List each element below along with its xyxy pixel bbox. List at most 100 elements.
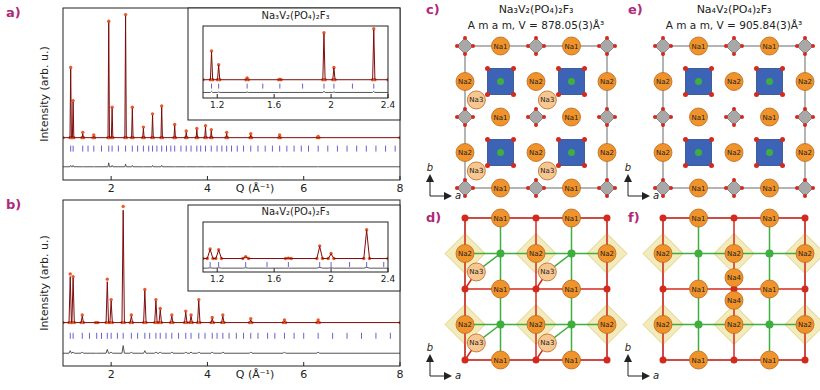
oxygen-atom — [556, 66, 561, 71]
bragg-tick — [229, 333, 230, 339]
oxygen-atom — [780, 137, 785, 142]
bragg-tick — [211, 84, 212, 89]
panel-label: d) — [426, 210, 441, 225]
sodium-atom — [456, 73, 474, 91]
oxygen-atom — [463, 194, 467, 198]
data — [203, 228, 388, 268]
oxygen-atom — [732, 107, 736, 111]
axis-arrow — [628, 176, 629, 196]
bragg-tick — [205, 146, 206, 152]
oxygen-atom — [534, 194, 538, 198]
bragg-tick — [174, 146, 175, 152]
profile-line — [203, 91, 388, 92]
oxygen-atom — [669, 115, 673, 119]
x-tick — [111, 362, 112, 366]
panel-label: c) — [426, 2, 440, 17]
x-tick-label: 6 — [300, 368, 307, 381]
bragg-tick — [82, 146, 83, 152]
bragg-tick — [70, 333, 71, 339]
bragg-tick — [247, 84, 248, 89]
bragg-tick — [319, 262, 320, 267]
bragg-tick — [390, 333, 391, 339]
oxygen-atom — [462, 357, 469, 364]
axis-name: b — [625, 342, 631, 353]
axis-arrow — [628, 376, 648, 377]
site-label: Na3 — [469, 268, 483, 276]
bragg-tick — [155, 333, 156, 339]
bragg-tick — [200, 146, 201, 152]
sodium-atom — [761, 351, 779, 369]
oxygen-atom — [803, 107, 807, 111]
bragg-tick — [198, 333, 199, 339]
x-tick-label: 4 — [204, 368, 211, 381]
unit-cell — [663, 46, 805, 188]
site-label: Na1 — [494, 43, 508, 51]
fluorine-atom — [695, 321, 703, 329]
bragg-tick — [107, 333, 108, 339]
site-label: Na1 — [565, 185, 579, 193]
oxygen-atom — [485, 163, 490, 168]
bragg-tick — [88, 146, 89, 152]
data — [203, 27, 388, 92]
site-label: Na2 — [458, 250, 472, 258]
x-tick — [274, 94, 275, 98]
oxygen-atom — [511, 66, 516, 71]
bragg-tick — [166, 333, 167, 339]
sodium-atom — [761, 209, 779, 227]
fluorine-atom — [766, 78, 773, 85]
bragg-tick — [221, 146, 222, 152]
sodium-atom — [598, 316, 616, 334]
sodium-atom — [492, 108, 510, 126]
bragg-tick — [231, 146, 232, 152]
site-label: Na2 — [458, 78, 472, 86]
oxygen-atom — [534, 52, 538, 56]
bragg-tick — [375, 146, 376, 152]
sodium-atom — [654, 73, 672, 91]
bragg-tick — [383, 262, 384, 267]
oxygen-atom — [605, 36, 609, 40]
oxygen-atom — [526, 44, 530, 48]
site-label: Na3 — [540, 268, 554, 276]
bragg-tick — [143, 146, 144, 152]
bragg-tick — [148, 146, 149, 152]
oxygen-atom — [740, 186, 744, 190]
oxygen-atom — [803, 123, 807, 127]
bragg-tick — [218, 262, 219, 267]
oxygen-atom — [605, 107, 609, 111]
bragg-tick — [237, 146, 238, 152]
bragg-tick — [73, 333, 74, 339]
sodium-atom — [761, 108, 779, 126]
oxygen-atom — [556, 92, 561, 97]
bragg-tick — [288, 262, 289, 267]
oxygen-atom — [661, 52, 665, 56]
bragg-tick — [302, 84, 303, 89]
site-label: Na2 — [600, 321, 614, 329]
sodium-atom — [527, 316, 545, 334]
sodium-atom — [492, 209, 510, 227]
sodium-atom — [492, 280, 510, 298]
profile-line — [203, 230, 388, 258]
oxygen-atom — [462, 215, 469, 222]
oxygen-atom — [669, 186, 673, 190]
sodium-atom — [527, 144, 545, 162]
bragg-tick — [262, 84, 263, 89]
site-label: Na2 — [727, 250, 741, 258]
po4-tetrahedron — [655, 109, 671, 125]
site-label: Na1 — [692, 215, 706, 223]
x-tick — [303, 176, 304, 180]
x-tick — [331, 268, 332, 272]
bragg-tick — [112, 146, 113, 152]
bragg-tick — [257, 333, 258, 339]
oxygen-atom — [533, 357, 540, 364]
sodium-atom — [690, 209, 708, 227]
bragg-tick — [217, 146, 218, 152]
oxygen-atom — [463, 36, 467, 40]
oxygen-atom — [613, 115, 617, 119]
bragg-tick — [333, 84, 334, 89]
oxygen-atom — [605, 194, 609, 198]
po4-tetrahedron — [599, 180, 615, 196]
bragg-tick — [217, 333, 218, 339]
oxygen-atom — [795, 44, 799, 48]
x-tick — [303, 362, 304, 366]
bragg-tick — [178, 333, 179, 339]
